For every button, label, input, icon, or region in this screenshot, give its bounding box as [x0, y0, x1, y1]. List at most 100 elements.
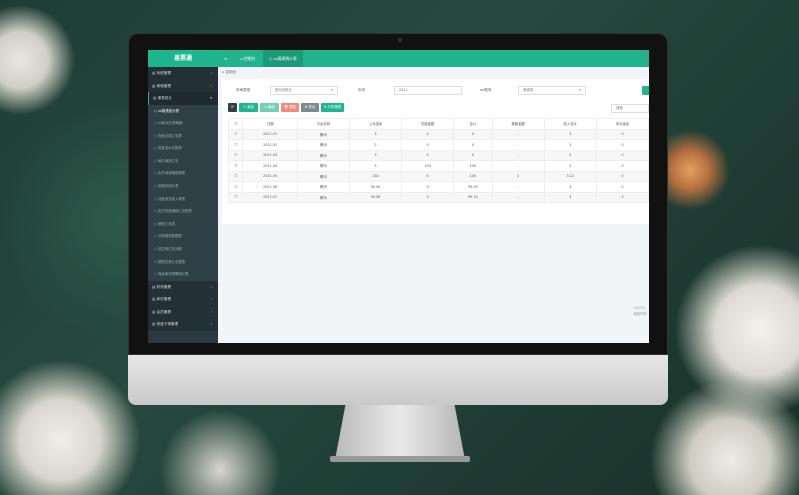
table-cell: 腾讯 [296, 191, 350, 203]
sidebar-sub-item[interactable]: ○ 销售汇总表 [148, 217, 218, 231]
sidebar-sub-item[interactable]: ○ 会员充值退款汇总报表 [148, 205, 218, 218]
sidebar-sub-item[interactable]: ○ 进销存统计表 [148, 180, 218, 193]
table-row[interactable]: ☐ 2021-05 腾讯 130 0 100 2 3.12 0 [227, 170, 649, 182]
row-checkbox[interactable]: ☐ [227, 170, 244, 182]
sidebar-group[interactable]: ▤ 报表统计 ▾ [148, 92, 218, 105]
sidebar-group[interactable]: ▤ 财务管理 ‹ [148, 280, 218, 294]
sidebar-sub-item[interactable]: ○ 每月消费汇总 [148, 154, 218, 168]
menu-icon: ▤ [152, 71, 157, 75]
table-row[interactable]: ☐ 2021-04 腾讯 3 100 100-3 0 [227, 160, 649, 172]
chevron-left-icon: ‹ [210, 322, 212, 327]
type-label: 时间类型 [236, 88, 251, 92]
column-header[interactable]: 日期 [242, 118, 298, 130]
sidebar-group[interactable]: ▤ 商城管理 ‹ [148, 79, 218, 92]
sidebar-group-label: 报表统计 [157, 96, 172, 100]
sidebar-sub-item[interactable]: ○ 商品库存预警统计表 [148, 268, 218, 281]
search-input[interactable]: 搜索 [611, 104, 649, 113]
sidebar-sub-item[interactable]: ○ 会员消费明细报表 [148, 167, 218, 181]
sidebar-sub-label: 进销存统计表 [158, 184, 179, 189]
menu-icon: ▤ [153, 96, 158, 100]
breadcrumb[interactable]: ⌂ 控制台 [222, 70, 237, 74]
table-cell: 0 [401, 181, 455, 193]
edit-button[interactable]: ✎ 编辑 [260, 103, 279, 112]
refresh-icon[interactable]: ⟳ [228, 103, 237, 112]
row-checkbox[interactable]: ☐ [227, 160, 244, 172]
chevron-left-icon: ‹ [210, 297, 212, 302]
table-cell: 0 [595, 128, 649, 140]
row-checkbox[interactable]: ☐ [227, 181, 244, 193]
circle-icon: ○ [154, 234, 159, 239]
circle-icon: ○ [154, 133, 159, 138]
menu-icon: ▤ [152, 284, 157, 289]
tab-console[interactable]: ⌂ 控制台 [240, 56, 256, 61]
sidebar-sub-item[interactable]: ○ xx转出记录明细 [148, 117, 218, 130]
tab-report[interactable]: ○ xx报表统计表 [262, 50, 303, 67]
row-checkbox[interactable]: ☐ [227, 191, 244, 203]
column-header[interactable]: 合计 [453, 118, 493, 130]
camera [398, 38, 402, 42]
circle-icon: ○ [154, 121, 159, 126]
table-cell: 2021-05 [242, 170, 298, 182]
table-cell: - [491, 128, 545, 140]
sidebar-sub-item[interactable]: ○ xx报表统计表 [148, 104, 218, 118]
sidebar-sub-item[interactable]: ○ 商品交易汇总表 [148, 129, 218, 143]
column-header[interactable]: 上月结余 [348, 118, 403, 130]
row-checkbox[interactable]: ☐ [227, 139, 244, 151]
footer: 2021© 版权所有 [633, 306, 647, 316]
table-cell: 0 [453, 139, 493, 151]
column-header[interactable]: 本月结余 [595, 118, 649, 130]
table-cell: 腾讯 [296, 170, 350, 182]
row-checkbox[interactable]: ☐ [227, 149, 244, 161]
table-row[interactable]: ☐ 2021-06 腾讯 90.56 0 99.90-3 0 [227, 181, 649, 193]
select-all-checkbox[interactable]: ☐ [227, 118, 244, 130]
account-label: xx账号 [480, 88, 492, 92]
column-header[interactable]: 退款金额 [491, 118, 545, 130]
table-cell: 腾讯 [296, 139, 350, 151]
column-header[interactable]: 收入合计 [543, 118, 597, 130]
circle-icon: ○ [154, 221, 159, 226]
circle-icon: ○ [154, 209, 159, 214]
table-cell: 100 [453, 170, 493, 182]
sidebar-sub-item[interactable]: ○ 资金流水日报表 [148, 142, 218, 155]
apple-logo-icon [388, 364, 410, 390]
sidebar-group-label: 库存管理 [156, 297, 171, 302]
table-cell: - [491, 181, 545, 193]
sidebar-sub-label: 供应商汇总对账 [158, 247, 182, 252]
delete-button[interactable]: 🗑 删除 [281, 103, 299, 112]
circle-icon: ○ [154, 272, 159, 277]
column-header[interactable]: 平台名称 [296, 118, 350, 130]
sidebar-sub-item[interactable]: ○ 分类销售数据表 [148, 230, 218, 244]
table-row[interactable]: ☐ 2021-02 腾讯 2 0 0-3 0 [227, 139, 649, 151]
export-button[interactable]: ⊕ 导出 [301, 103, 319, 112]
search-button[interactable] [642, 86, 649, 95]
add-button[interactable]: + 添加 [239, 103, 258, 112]
time-type-select[interactable]: 按月份统计 ▾ [270, 86, 338, 95]
table-cell: 0 [595, 181, 649, 193]
sidebar-sub-label: 每月消费汇总 [158, 158, 179, 163]
row-checkbox[interactable]: ☐ [227, 128, 244, 140]
table-row[interactable]: ☐ 2021-01 腾讯 3 0 0-3 0 [227, 128, 649, 140]
table-cell: 3 [543, 128, 597, 140]
table-row[interactable]: ☐ 2021-07 腾讯 90.56 0 99.10-3 0 [227, 191, 649, 203]
sidebar-group-label: 系统管理 [156, 71, 171, 75]
sidebar-sub-item[interactable]: ○ 月度收支收入报表 [148, 192, 218, 206]
main-panel: 时间类型 按月份统计 ▾ 年份 2021 xx账号 请选择 ▾ ⟳ + 添加 ✎ 编… [222, 79, 649, 224]
table-cell: 2 [348, 139, 403, 151]
sidebar-group[interactable]: ▤ 系统管理 ‹ [148, 67, 218, 80]
sidebar-sub-label: 月度收支收入报表 [158, 196, 186, 201]
sidebar-sub-item[interactable]: ○ 供应商汇总对账 [148, 243, 218, 256]
account-select[interactable]: 请选择 ▾ [518, 86, 586, 95]
sidebar-group[interactable]: ▤ 库存管理 ‹ [148, 293, 218, 306]
column-header[interactable]: 充值金额 [401, 118, 455, 130]
sidebar-sub-item[interactable]: ○ 提现记录汇总报表 [148, 255, 218, 269]
table-row[interactable]: ☐ 2021-03 腾讯 3 0 0-3 0 [227, 149, 649, 161]
year-input[interactable]: 2021 [394, 86, 462, 95]
imac-stand-base [330, 456, 470, 462]
sidebar-group[interactable]: ▤ 会员管理 ‹ [148, 305, 218, 319]
print-button[interactable]: ⊕ 打印报表 [321, 103, 344, 112]
menu-icon: ▤ [152, 297, 157, 302]
table-cell: 腾讯 [296, 149, 350, 161]
sidebar-group[interactable]: ▤ 快递下单管理 ‹ [148, 318, 218, 331]
table-cell: 0 [453, 128, 493, 140]
hamburger-icon[interactable]: ≡ [224, 56, 228, 61]
